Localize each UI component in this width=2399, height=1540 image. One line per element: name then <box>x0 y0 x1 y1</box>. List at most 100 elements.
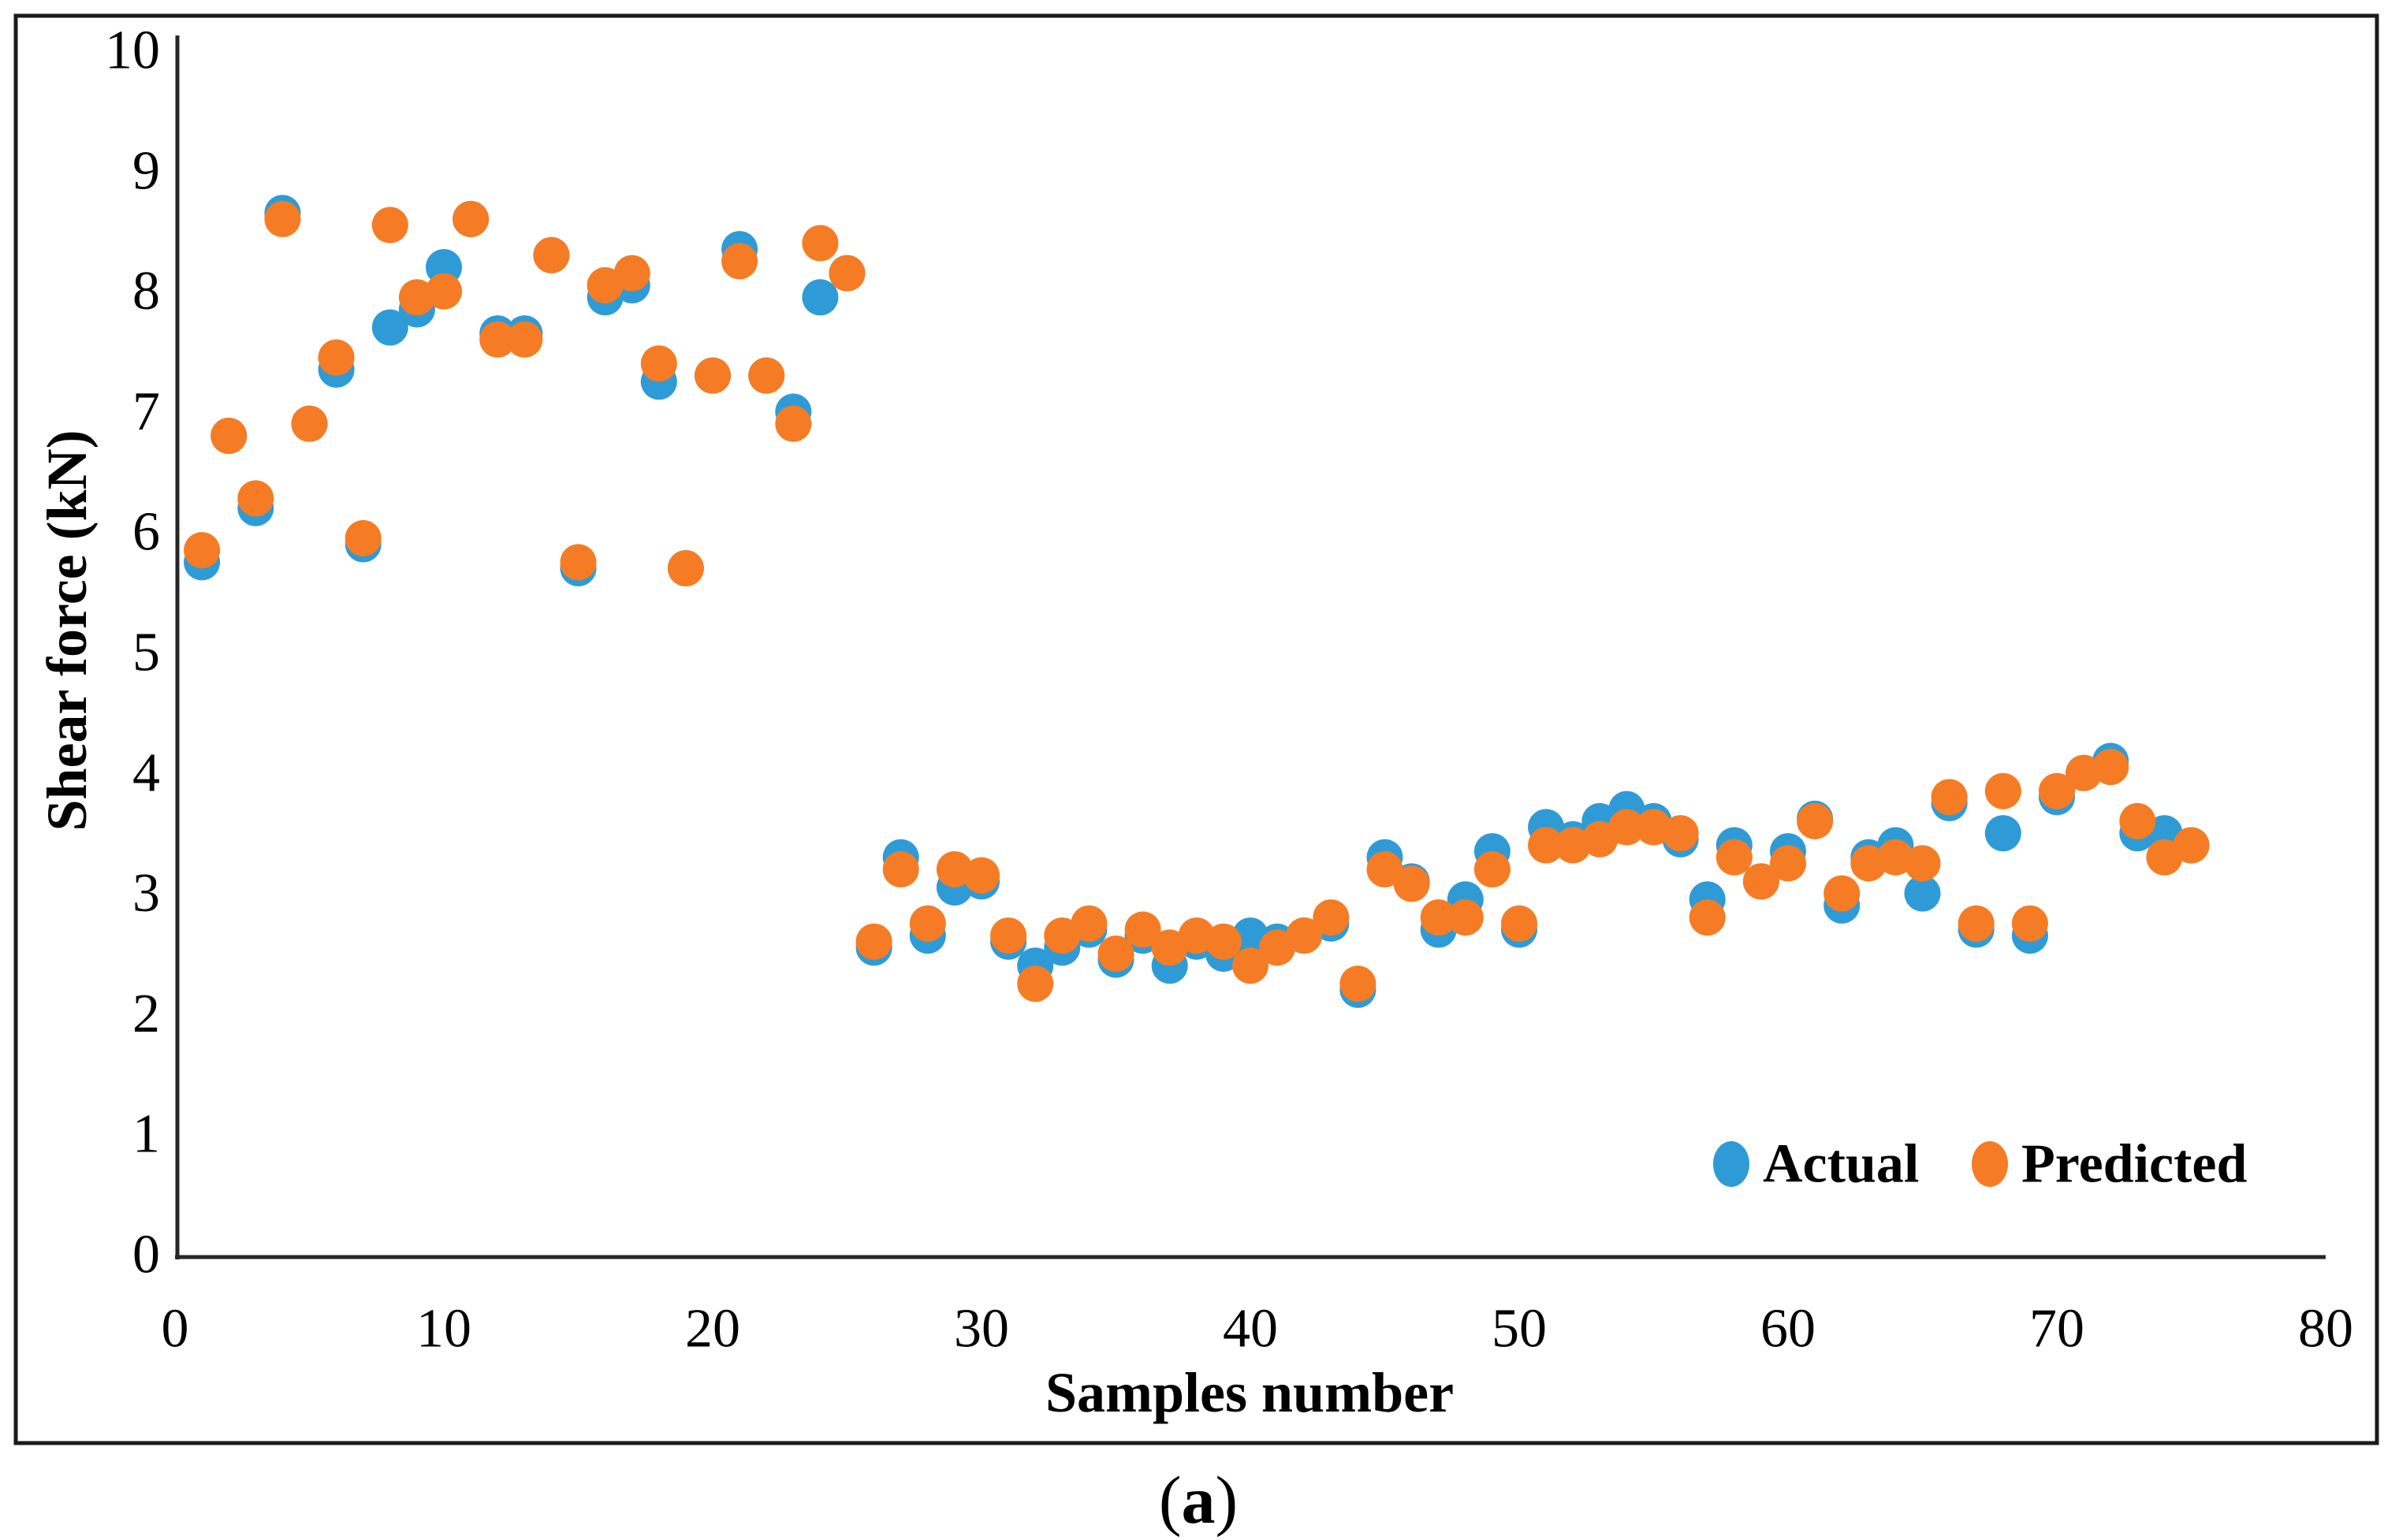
figure-border <box>13 13 2379 1445</box>
data-point-actual <box>371 309 408 346</box>
series-actual-points <box>184 195 2210 1008</box>
data-point-predicted <box>560 544 597 581</box>
data-point-predicted <box>453 200 490 237</box>
data-point-predicted <box>1823 875 1861 912</box>
data-point-predicted <box>533 236 570 273</box>
x-tick-label: 10 <box>416 1299 471 1360</box>
y-axis-tick-labels: 0 1 2 3 4 5 6 7 8 9 10 <box>105 20 160 1285</box>
data-point-predicted <box>210 417 248 454</box>
data-point-predicted <box>1904 845 1941 882</box>
y-tick-label: 0 <box>132 1225 160 1285</box>
x-tick-label: 40 <box>1223 1299 1278 1360</box>
x-tick-label: 20 <box>685 1299 740 1360</box>
legend-item-predicted: Predicted <box>1972 1134 2247 1195</box>
data-point-predicted <box>1205 923 1242 960</box>
data-point-predicted <box>184 532 221 569</box>
data-point-predicted <box>990 917 1027 954</box>
data-point-predicted <box>371 206 408 244</box>
legend-item-actual: Actual <box>1713 1134 1919 1195</box>
data-point-predicted <box>318 339 355 376</box>
data-point-predicted <box>291 405 328 442</box>
data-point-predicted <box>1797 802 1834 839</box>
data-point-predicted <box>775 405 812 442</box>
data-point-predicted <box>1124 911 1161 948</box>
data-point-predicted <box>1528 827 1565 864</box>
y-tick-label: 2 <box>132 984 160 1044</box>
data-point-predicted <box>667 550 704 587</box>
series-predicted-points <box>184 200 2210 1002</box>
y-tick-label: 10 <box>105 20 160 81</box>
data-point-predicted <box>426 273 462 310</box>
data-point-predicted <box>2039 772 2075 809</box>
y-tick-label: 8 <box>132 261 160 322</box>
legend-label-actual: Actual <box>1763 1134 1919 1195</box>
data-point-predicted <box>829 255 866 292</box>
data-point-predicted <box>2173 827 2210 864</box>
y-tick-label: 5 <box>132 623 160 683</box>
data-point-predicted <box>1393 865 1430 902</box>
y-tick-label: 7 <box>132 381 160 442</box>
data-point-predicted <box>1447 899 1484 936</box>
data-point-predicted <box>2011 905 2048 942</box>
data-point-predicted <box>237 480 274 517</box>
data-point-predicted <box>1931 779 1968 816</box>
data-point-predicted <box>1608 809 1645 846</box>
y-tick-label: 1 <box>132 1104 160 1165</box>
data-point-predicted <box>264 200 301 237</box>
data-point-predicted <box>1071 905 1108 942</box>
data-point-predicted <box>479 321 516 358</box>
x-axis-title: Samples number <box>1045 1361 1454 1424</box>
data-point-predicted <box>1984 772 2021 809</box>
data-point-actual <box>1904 875 1941 912</box>
data-point-predicted <box>1715 839 1753 876</box>
caption: (a) <box>1159 1462 1238 1538</box>
data-point-predicted <box>1097 936 1134 972</box>
data-point-predicted <box>1501 905 1537 942</box>
data-point-predicted <box>882 851 919 888</box>
data-point-predicted <box>1689 899 1726 936</box>
data-point-predicted <box>1958 905 1995 942</box>
data-point-predicted <box>802 225 839 262</box>
y-tick-label: 9 <box>132 140 160 201</box>
x-tick-label: 0 <box>162 1299 189 1360</box>
legend-marker-actual-icon <box>1713 1141 1749 1187</box>
x-tick-label: 30 <box>954 1299 1009 1360</box>
data-point-actual <box>1984 815 2021 852</box>
data-point-predicted <box>1286 917 1323 954</box>
x-axis-tick-labels: 0 10 20 30 40 50 60 70 80 <box>162 1299 2354 1360</box>
legend-marker-predicted-icon <box>1972 1141 2008 1187</box>
x-tick-label: 60 <box>1760 1299 1816 1360</box>
data-point-predicted <box>506 321 543 358</box>
data-point-actual <box>802 279 839 316</box>
data-point-predicted <box>1662 815 1699 852</box>
data-point-predicted <box>2092 749 2129 786</box>
data-point-predicted <box>721 243 758 280</box>
data-point-predicted <box>345 519 382 556</box>
data-point-predicted <box>1770 845 1806 882</box>
data-point-predicted <box>1742 863 1779 900</box>
x-tick-label: 50 <box>1492 1299 1547 1360</box>
data-point-predicted <box>613 255 650 292</box>
data-point-predicted <box>1313 899 1350 936</box>
legend: Actual Predicted <box>1713 1134 2247 1195</box>
data-point-predicted <box>1017 965 1054 1002</box>
x-tick-label: 80 <box>2298 1299 2353 1360</box>
data-point-predicted <box>748 357 785 394</box>
legend-label-predicted: Predicted <box>2021 1134 2247 1195</box>
data-point-predicted <box>1473 851 1511 888</box>
y-axis-title: Shear force (kN) <box>35 430 99 831</box>
data-point-predicted <box>1366 851 1403 888</box>
y-tick-label: 3 <box>132 863 160 924</box>
data-point-predicted <box>2119 802 2156 839</box>
data-point-predicted <box>1232 947 1268 984</box>
data-point-predicted <box>855 923 892 960</box>
y-tick-label: 4 <box>132 742 160 803</box>
data-point-predicted <box>1339 965 1376 1002</box>
data-point-predicted <box>963 857 1000 894</box>
data-point-predicted <box>695 357 731 394</box>
x-tick-label: 70 <box>2029 1299 2084 1360</box>
data-point-predicted <box>1420 899 1457 936</box>
data-point-predicted <box>640 345 677 382</box>
